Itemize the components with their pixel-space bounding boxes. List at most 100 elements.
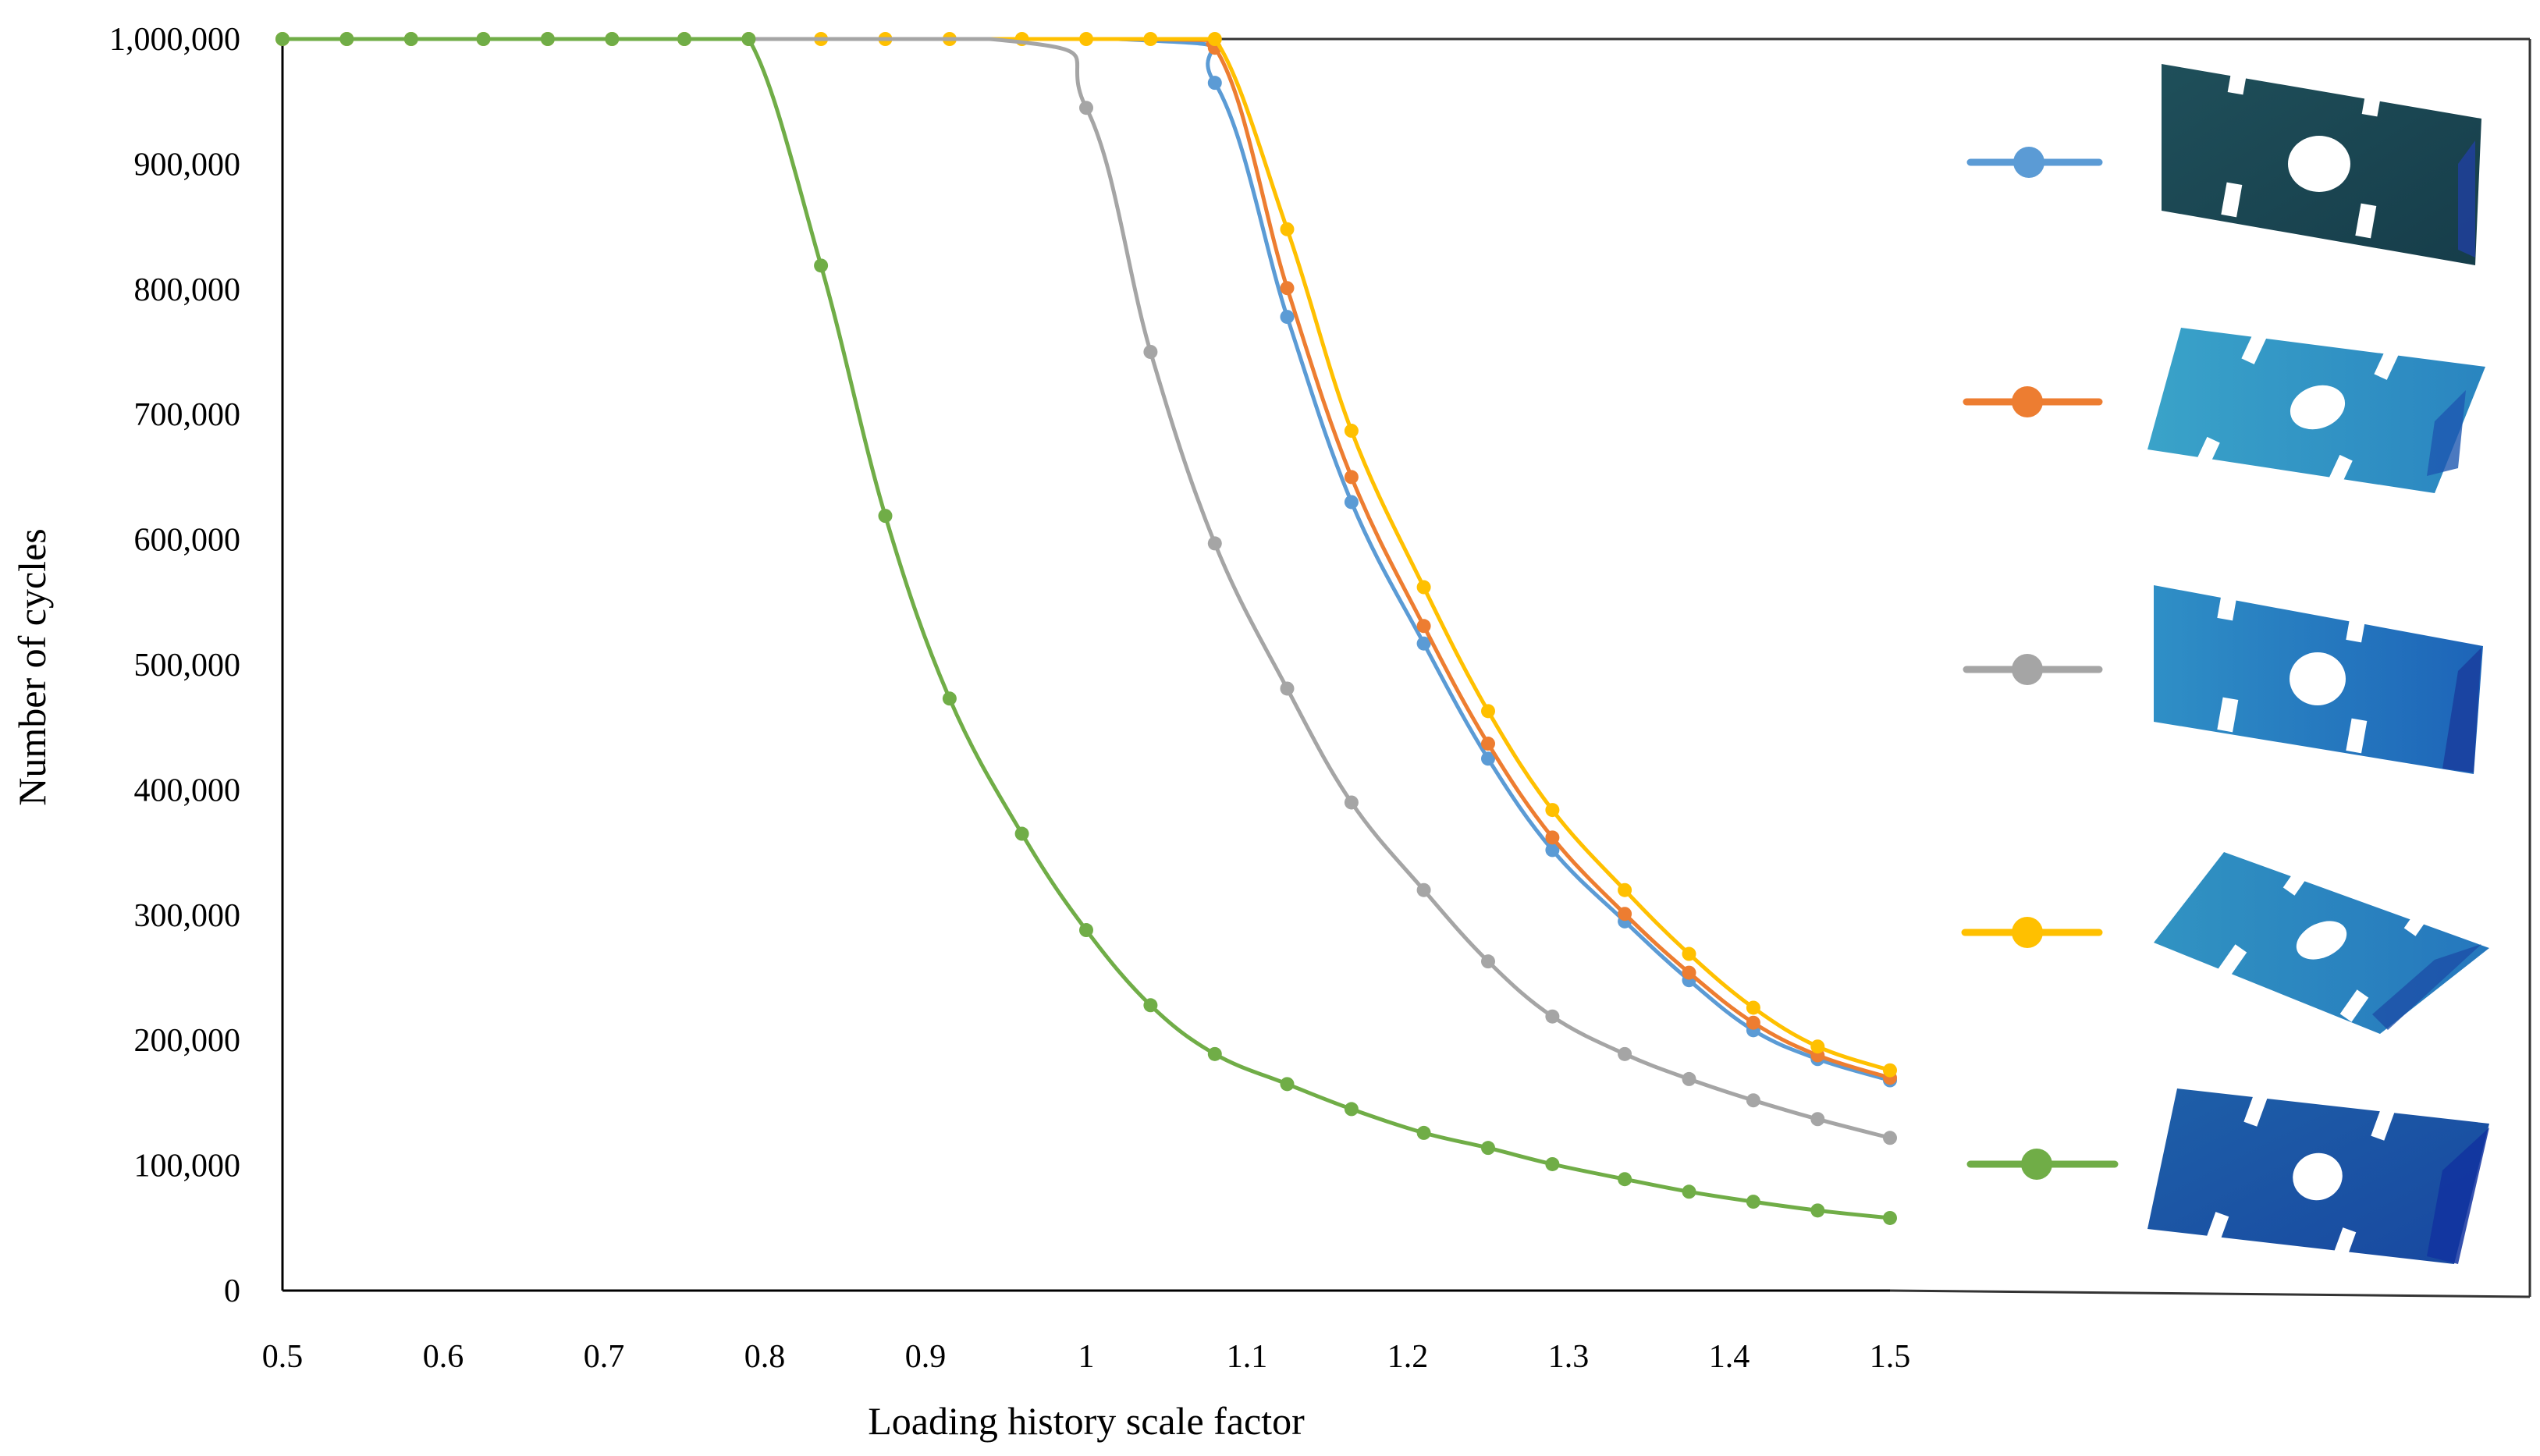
x-axis-title: Loading history scale factor (868, 1399, 1305, 1443)
y-tick-label: 0 (224, 1273, 240, 1309)
legend-swatch (1966, 1149, 2119, 1180)
y-tick-label: 500,000 (134, 648, 241, 684)
series-line (363, 37, 1891, 1080)
data-point (476, 32, 491, 46)
x-tick-label: 1.1 (1227, 1339, 1268, 1375)
y-tick-label: 700,000 (134, 397, 241, 433)
data-point (1746, 1015, 1760, 1030)
data-point (1545, 830, 1560, 845)
legend-swatch (1961, 917, 2103, 948)
data-point (1746, 1195, 1760, 1209)
series-layer (275, 32, 1897, 1225)
data-point (1746, 1000, 1760, 1015)
x-tick-label: 1 (1078, 1339, 1095, 1375)
data-point (1481, 954, 1495, 969)
data-point (1079, 101, 1093, 115)
data-point (1344, 470, 1359, 485)
data-point (605, 32, 620, 46)
data-point (1416, 619, 1431, 634)
x-tick-label: 0.5 (262, 1339, 304, 1375)
x-tick-label: 1.4 (1709, 1339, 1750, 1375)
data-point (814, 258, 829, 273)
data-point (1280, 681, 1295, 696)
data-point (1618, 1046, 1632, 1061)
data-point (1280, 281, 1295, 296)
data-point (1682, 1071, 1696, 1086)
series-5 (275, 32, 1897, 1225)
data-point (677, 32, 691, 46)
data-point (1810, 1039, 1825, 1054)
data-point (275, 32, 290, 46)
data-point (1883, 1210, 1897, 1225)
plate-with-hole-stress-contour (2147, 1088, 2489, 1264)
y-tick-label: 300,000 (134, 898, 241, 934)
bottom-frame-line (1889, 1289, 2531, 1298)
data-point (1014, 826, 1029, 841)
data-point (1481, 704, 1495, 719)
legend (1961, 147, 2119, 1180)
data-point (1481, 1141, 1495, 1156)
data-point (1416, 580, 1431, 595)
x-tick-label: 0.7 (584, 1339, 625, 1375)
series-line (363, 37, 1891, 1140)
y-tick-label: 1,000,000 (109, 22, 240, 58)
y-tick-label: 800,000 (134, 272, 241, 308)
series-4 (363, 37, 1897, 1145)
data-point (1481, 737, 1495, 751)
x-tick-label: 0.9 (905, 1339, 947, 1375)
data-point (1618, 882, 1632, 897)
data-point (1416, 882, 1431, 897)
data-point (1416, 1125, 1431, 1140)
data-point (1280, 1077, 1295, 1092)
data-point (339, 32, 354, 46)
data-point (1143, 998, 1158, 1013)
data-point (1682, 965, 1696, 980)
plate-with-hole-stress-contour (2154, 852, 2489, 1034)
data-point (403, 32, 418, 46)
plate-with-hole-stress-contour (2154, 585, 2483, 774)
y-tick-label: 400,000 (134, 772, 241, 808)
series-line (282, 37, 1891, 1073)
data-point (1079, 32, 1093, 46)
data-point (741, 32, 756, 46)
series-line (282, 37, 1891, 1220)
legend-images (2147, 62, 2489, 1264)
data-point (878, 509, 893, 524)
data-point (1618, 1172, 1632, 1187)
data-point (1545, 1009, 1560, 1024)
data-point (1883, 1131, 1897, 1145)
y-tick-labels: 0 100,000 200,000 300,000 400,000 500,000 600,… (109, 22, 240, 1309)
data-point (1344, 795, 1359, 810)
data-point (1143, 32, 1158, 46)
data-point (1545, 1156, 1560, 1171)
data-point (1746, 1093, 1760, 1108)
data-point (1682, 1184, 1696, 1199)
data-point (1682, 946, 1696, 961)
y-tick-label: 100,000 (134, 1149, 241, 1184)
legend-swatch (1963, 386, 2103, 417)
data-point (1618, 907, 1632, 922)
x-tick-labels: 0.5 0.6 0.7 0.8 0.9 1 1.1 1.2 1.3 1.4 1.5 (262, 1339, 1911, 1375)
series-1 (363, 37, 1897, 1088)
data-point (1207, 76, 1222, 91)
y-tick-label: 200,000 (134, 1023, 241, 1059)
data-point (1207, 32, 1222, 46)
y-tick-label: 600,000 (134, 523, 241, 559)
series-3 (275, 32, 1897, 1078)
data-point (1079, 923, 1093, 938)
plate-with-hole-stress-contour (2162, 62, 2481, 265)
legend-swatch (1963, 654, 2103, 685)
data-point (1810, 1112, 1825, 1127)
data-point (1280, 310, 1295, 325)
x-tick-label: 1.3 (1548, 1339, 1590, 1375)
data-point (1143, 345, 1158, 359)
data-point (942, 691, 957, 706)
data-point (1481, 751, 1495, 766)
data-point (1810, 1203, 1825, 1218)
x-tick-label: 0.6 (423, 1339, 464, 1375)
x-tick-label: 0.8 (744, 1339, 786, 1375)
data-point (1207, 1046, 1222, 1061)
x-tick-label: 1.5 (1870, 1339, 1911, 1375)
y-axis-title: Number of cycles (10, 528, 54, 805)
